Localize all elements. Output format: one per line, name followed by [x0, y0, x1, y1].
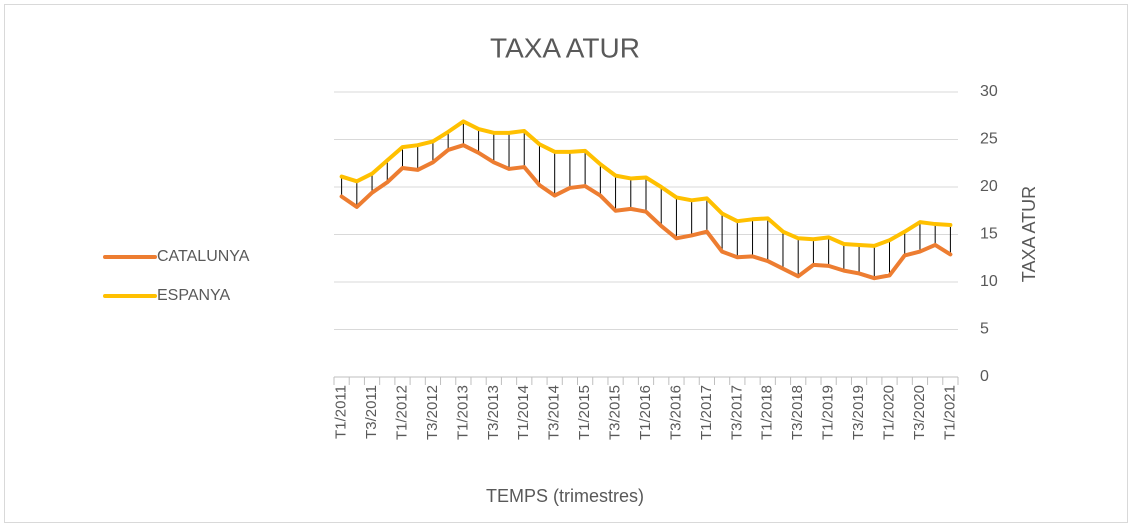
- y-tick-label: 25: [980, 131, 998, 148]
- x-tick-label: T3/2016: [667, 385, 684, 440]
- x-tick-label: T3/2013: [485, 385, 502, 440]
- x-tick-label: T3/2018: [789, 385, 806, 440]
- legend-label: ESPANYA: [157, 287, 231, 304]
- x-tick-label: T1/2021: [941, 385, 958, 440]
- x-tick-label: T3/2017: [728, 385, 745, 440]
- y-axis-title: TAXA ATUR: [1019, 186, 1039, 282]
- x-axis-title: TEMPS (trimestres): [486, 486, 644, 506]
- y-tick-label: 5: [980, 321, 989, 338]
- y-tick-label: 0: [980, 368, 989, 385]
- series-line: [339, 119, 953, 248]
- x-tick-label: T1/2018: [759, 385, 776, 440]
- y-tick-label: 20: [980, 178, 998, 195]
- x-tick-label: T1/2019: [820, 385, 837, 440]
- x-tick-label: T1/2011: [333, 385, 350, 439]
- chart-border: [4, 4, 1128, 523]
- x-tick-label: T1/2014: [515, 385, 532, 440]
- x-tick-label: T1/2015: [576, 385, 593, 440]
- x-tick-label: T3/2020: [911, 385, 928, 440]
- x-tick-label: T3/2011: [363, 385, 380, 439]
- x-tick-label: T3/2014: [546, 385, 563, 440]
- x-tick-label: T3/2012: [424, 385, 441, 440]
- series-line: [339, 143, 953, 281]
- y-tick-label: 10: [980, 273, 998, 290]
- chart-title: TAXA ATUR: [490, 32, 640, 63]
- x-tick-label: T1/2012: [393, 385, 410, 440]
- x-tick-label: T1/2016: [637, 385, 654, 440]
- x-tick-label: T3/2015: [607, 385, 624, 440]
- x-tick-label: T1/2020: [880, 385, 897, 440]
- y-tick-label: 30: [980, 83, 998, 100]
- x-tick-label: T1/2017: [698, 385, 715, 440]
- legend-label: CATALUNYA: [157, 248, 250, 265]
- y-tick-label: 15: [980, 226, 998, 243]
- x-tick-label: T3/2019: [850, 385, 867, 440]
- x-tick-label: T1/2013: [454, 385, 471, 440]
